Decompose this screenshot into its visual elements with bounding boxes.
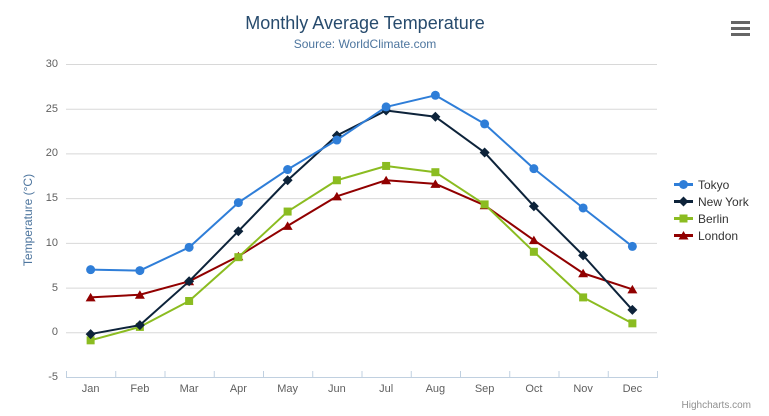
data-point-london-dec[interactable] <box>627 284 638 294</box>
data-point-tokyo-aug[interactable] <box>430 90 440 100</box>
data-point-tokyo-jan[interactable] <box>86 265 96 275</box>
y-axis-label: 0 <box>51 326 58 339</box>
data-point-new-york-aug[interactable] <box>430 111 441 122</box>
data-point-berlin-jul[interactable] <box>382 161 391 170</box>
square-icon <box>674 214 693 223</box>
data-point-berlin-nov[interactable] <box>579 293 588 302</box>
data-point-berlin-oct[interactable] <box>529 247 538 256</box>
data-point-berlin-jun[interactable] <box>332 176 341 185</box>
x-axis-label: Oct <box>525 383 543 395</box>
data-point-berlin-dec[interactable] <box>628 319 637 328</box>
chart-subtitle: Source: WorldClimate.com <box>293 37 437 51</box>
data-point-london-nov[interactable] <box>578 268 589 278</box>
data-point-new-york-nov[interactable] <box>578 250 589 261</box>
data-point-london-aug[interactable] <box>430 179 441 188</box>
x-axis-label: Mar <box>179 383 199 395</box>
data-point-new-york-sep[interactable] <box>479 147 490 158</box>
y-axis-label: 5 <box>51 281 58 294</box>
highcharts-credit[interactable]: Highcharts.com <box>681 400 751 411</box>
legend-label: New York <box>698 194 749 209</box>
series-line-new-york <box>89 109 634 336</box>
data-point-london-jul[interactable] <box>381 175 392 185</box>
x-axis-label: May <box>277 383 299 395</box>
data-point-berlin-may[interactable] <box>283 207 292 216</box>
data-point-tokyo-feb[interactable] <box>135 266 145 276</box>
data-point-london-feb[interactable] <box>134 290 145 299</box>
legend-label: Tokyo <box>698 177 730 192</box>
data-point-london-oct[interactable] <box>528 235 539 245</box>
data-point-london-jun[interactable] <box>331 191 342 201</box>
data-point-tokyo-jul[interactable] <box>381 102 391 112</box>
data-point-new-york-apr[interactable] <box>233 226 244 237</box>
data-point-tokyo-dec[interactable] <box>627 241 637 251</box>
x-axis-label: Jul <box>379 383 394 395</box>
data-point-new-york-mar[interactable] <box>184 276 195 287</box>
x-axis-label: Nov <box>573 383 593 395</box>
hamburger-icon <box>731 27 750 30</box>
series-line-berlin <box>89 164 634 342</box>
data-point-new-york-may[interactable] <box>282 175 293 186</box>
data-point-tokyo-nov[interactable] <box>578 203 588 213</box>
hamburger-icon <box>731 33 750 36</box>
legend-item-tokyo[interactable]: Tokyo <box>674 176 749 193</box>
legend-item-london[interactable]: London <box>674 227 749 244</box>
series-line-tokyo <box>89 94 634 272</box>
legend-item-new-york[interactable]: New York <box>674 193 749 210</box>
chart-title: Monthly Average Temperature <box>245 13 485 33</box>
x-axis-label: Apr <box>229 383 247 395</box>
x-axis-label: Dec <box>622 383 643 395</box>
y-axis-label: 30 <box>45 58 58 70</box>
export-menu-button[interactable] <box>731 21 750 36</box>
data-point-berlin-apr[interactable] <box>234 253 243 262</box>
hamburger-icon <box>731 21 750 24</box>
data-point-tokyo-oct[interactable] <box>529 164 539 174</box>
data-point-new-york-dec[interactable] <box>627 304 638 315</box>
y-axis-label: -5 <box>48 371 58 383</box>
data-point-berlin-aug[interactable] <box>431 168 440 177</box>
x-axis-label: Aug <box>425 383 446 395</box>
data-point-new-york-oct[interactable] <box>528 201 539 212</box>
x-axis-label: Jan <box>81 383 100 395</box>
legend-label: Berlin <box>698 211 729 226</box>
legend: Tokyo New York Berlin London <box>674 176 749 244</box>
triangle-icon <box>674 231 693 240</box>
data-point-tokyo-sep[interactable] <box>480 119 490 129</box>
diamond-icon <box>674 196 693 207</box>
data-point-tokyo-jun[interactable] <box>332 135 342 145</box>
x-axis-label: Jun <box>328 383 346 395</box>
data-point-berlin-mar[interactable] <box>185 296 194 305</box>
y-axis-label: 10 <box>45 236 58 249</box>
data-point-tokyo-apr[interactable] <box>233 198 243 208</box>
legend-item-berlin[interactable]: Berlin <box>674 210 749 227</box>
y-axis-label: 25 <box>45 102 58 115</box>
data-point-new-york-feb[interactable] <box>134 320 145 331</box>
data-point-london-jan[interactable] <box>85 292 96 302</box>
x-axis-label: Sep <box>474 383 495 395</box>
circle-icon <box>674 180 693 189</box>
legend-label: London <box>698 228 739 243</box>
y-axis-label: 15 <box>45 192 58 205</box>
data-point-tokyo-may[interactable] <box>283 165 293 175</box>
y-axis-label: 20 <box>45 147 58 160</box>
data-point-new-york-jan[interactable] <box>85 329 96 340</box>
data-point-berlin-jan[interactable] <box>86 336 95 345</box>
data-point-tokyo-mar[interactable] <box>184 242 194 252</box>
data-point-berlin-sep[interactable] <box>480 200 489 209</box>
x-axis-label: Feb <box>130 383 150 395</box>
series-line-london <box>89 179 634 299</box>
data-point-london-may[interactable] <box>282 221 293 230</box>
